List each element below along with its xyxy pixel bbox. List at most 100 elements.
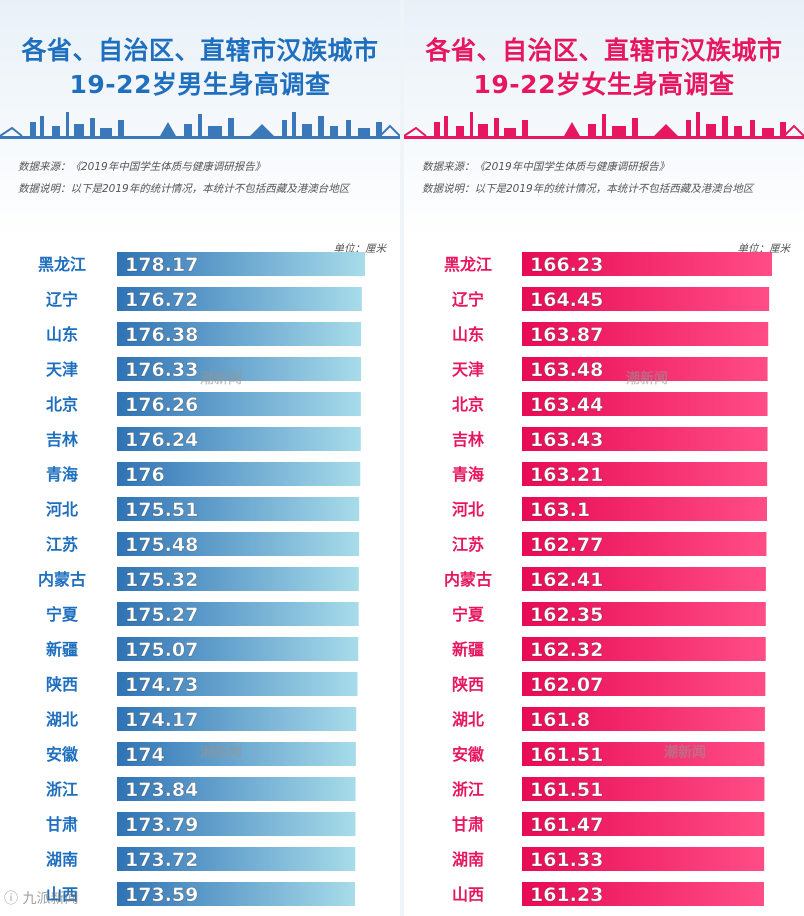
female-title-line2: 19-22岁女生身高调查 bbox=[473, 70, 735, 99]
female-category-label: 内蒙古 bbox=[444, 570, 492, 589]
male-bar bbox=[117, 637, 359, 661]
female-category-label: 吉林 bbox=[452, 430, 484, 449]
male-value-label: 174 bbox=[125, 744, 165, 766]
male-category-label: 山东 bbox=[46, 325, 78, 344]
male-bar bbox=[117, 252, 365, 276]
female-category-label: 湖南 bbox=[452, 850, 484, 869]
female-value-label: 161.51 bbox=[530, 779, 603, 801]
female-value-label: 163.87 bbox=[530, 324, 603, 346]
male-height-bar-chart: 黑龙江 178.17 辽宁 176.72 山东 176.38 天津 176.33 北京 176.2… bbox=[38, 252, 365, 906]
female-category-label: 浙江 bbox=[452, 780, 484, 799]
male-category-label: 安徽 bbox=[46, 745, 79, 764]
male-category-label: 宁夏 bbox=[46, 605, 79, 624]
female-category-label: 甘肃 bbox=[452, 815, 484, 834]
female-bar bbox=[522, 322, 769, 346]
female-category-label: 山西 bbox=[452, 885, 484, 904]
female-value-label: 161.8 bbox=[530, 709, 590, 731]
male-bar bbox=[117, 462, 361, 486]
male-data-note: 数据说明：以下是2019年的统计情况，本统计不包括西藏及港澳台地区 bbox=[18, 183, 350, 195]
male-category-label: 内蒙古 bbox=[38, 570, 86, 589]
female-value-label: 163.43 bbox=[530, 429, 603, 451]
female-value-label: 166.23 bbox=[530, 254, 603, 276]
female-skyline-decoration bbox=[404, 112, 804, 139]
male-value-label: 173.79 bbox=[125, 814, 198, 836]
male-value-label: 173.72 bbox=[125, 849, 198, 871]
female-category-label: 河北 bbox=[452, 500, 484, 519]
female-height-bar-chart: 黑龙江 166.23 辽宁 164.45 山东 163.87 天津 163.48 北京 163.4… bbox=[444, 252, 772, 906]
male-category-label: 天津 bbox=[46, 360, 78, 379]
male-bar bbox=[117, 672, 358, 696]
male-bar bbox=[117, 287, 362, 311]
female-bar bbox=[522, 707, 765, 731]
male-bar bbox=[117, 497, 360, 521]
male-bar bbox=[117, 847, 356, 871]
watermark-label: 潮新闻 bbox=[664, 745, 706, 761]
male-bar bbox=[117, 882, 355, 906]
female-bar bbox=[522, 777, 765, 801]
female-panel: 各省、自治区、直辖市汉族城市 19-22岁女生身高调查 数据来源：《2019年中… bbox=[404, 0, 804, 916]
female-category-label: 湖北 bbox=[452, 710, 484, 729]
male-category-label: 河北 bbox=[46, 500, 78, 519]
female-value-label: 162.07 bbox=[530, 674, 603, 696]
female-category-label: 北京 bbox=[452, 395, 484, 414]
male-category-label: 辽宁 bbox=[46, 290, 78, 309]
female-value-label: 163.48 bbox=[530, 359, 603, 381]
female-value-label: 162.41 bbox=[530, 569, 603, 591]
female-bar bbox=[522, 567, 766, 591]
female-data-source: 数据来源：《2019年中国学生体质与健康调研报告》 bbox=[422, 161, 670, 173]
female-bar bbox=[522, 742, 765, 766]
male-category-label: 吉林 bbox=[46, 430, 78, 449]
female-bar bbox=[522, 532, 767, 556]
male-bar bbox=[117, 427, 361, 451]
male-title-line1: 各省、自治区、直辖市汉族城市 bbox=[21, 36, 379, 65]
female-bar bbox=[522, 427, 768, 451]
female-value-label: 162.35 bbox=[530, 604, 603, 626]
female-value-label: 161.51 bbox=[530, 744, 603, 766]
male-skyline-decoration bbox=[0, 112, 400, 139]
female-bar bbox=[522, 287, 770, 311]
male-value-label: 176.38 bbox=[125, 324, 198, 346]
male-value-label: 175.07 bbox=[125, 639, 198, 661]
male-value-label: 174.73 bbox=[125, 674, 198, 696]
female-value-label: 164.45 bbox=[530, 289, 603, 311]
male-bar bbox=[117, 567, 359, 591]
female-bar bbox=[522, 497, 767, 521]
female-category-label: 江苏 bbox=[452, 535, 484, 554]
female-value-label: 163.21 bbox=[530, 464, 603, 486]
male-value-label: 175.51 bbox=[125, 499, 198, 521]
male-value-label: 175.48 bbox=[125, 534, 198, 556]
female-bar bbox=[522, 602, 766, 626]
female-bar bbox=[522, 847, 765, 871]
female-bar bbox=[522, 392, 768, 416]
male-value-label: 176 bbox=[125, 464, 165, 486]
male-category-label: 江苏 bbox=[46, 535, 78, 554]
male-category-label: 新疆 bbox=[46, 640, 78, 659]
male-bar bbox=[117, 357, 361, 381]
female-bar bbox=[522, 812, 765, 836]
male-category-label: 陕西 bbox=[46, 675, 78, 694]
male-data-source: 数据来源：《2019年中国学生体质与健康调研报告》 bbox=[18, 161, 266, 173]
female-data-note: 数据说明：以下是2019年的统计情况，本统计不包括西藏及港澳台地区 bbox=[422, 183, 754, 195]
male-category-label: 甘肃 bbox=[46, 815, 78, 834]
female-bar bbox=[522, 882, 764, 906]
male-value-label: 175.32 bbox=[125, 569, 198, 591]
female-title-line1: 各省、自治区、直辖市汉族城市 bbox=[425, 36, 783, 65]
male-panel: 各省、自治区、直辖市汉族城市 19-22岁男生身高调查 数据来源：《2019年中… bbox=[0, 0, 400, 916]
male-value-label: 175.27 bbox=[125, 604, 198, 626]
male-bar bbox=[117, 322, 362, 346]
male-value-label: 176.72 bbox=[125, 289, 198, 311]
male-value-label: 176.26 bbox=[125, 394, 198, 416]
female-category-label: 宁夏 bbox=[452, 605, 485, 624]
female-category-label: 黑龙江 bbox=[444, 255, 492, 274]
female-category-label: 新疆 bbox=[452, 640, 484, 659]
male-category-label: 山西 bbox=[46, 885, 78, 904]
male-category-label: 浙江 bbox=[46, 780, 78, 799]
watermark-label: 潮新闻 bbox=[626, 371, 668, 387]
male-bar bbox=[117, 707, 357, 731]
female-bar bbox=[522, 252, 772, 276]
watermark-label: 潮新闻 bbox=[200, 371, 242, 387]
male-category-label: 湖北 bbox=[46, 710, 78, 729]
watermark-label: 潮新闻 bbox=[200, 745, 242, 761]
female-value-label: 162.32 bbox=[530, 639, 603, 661]
